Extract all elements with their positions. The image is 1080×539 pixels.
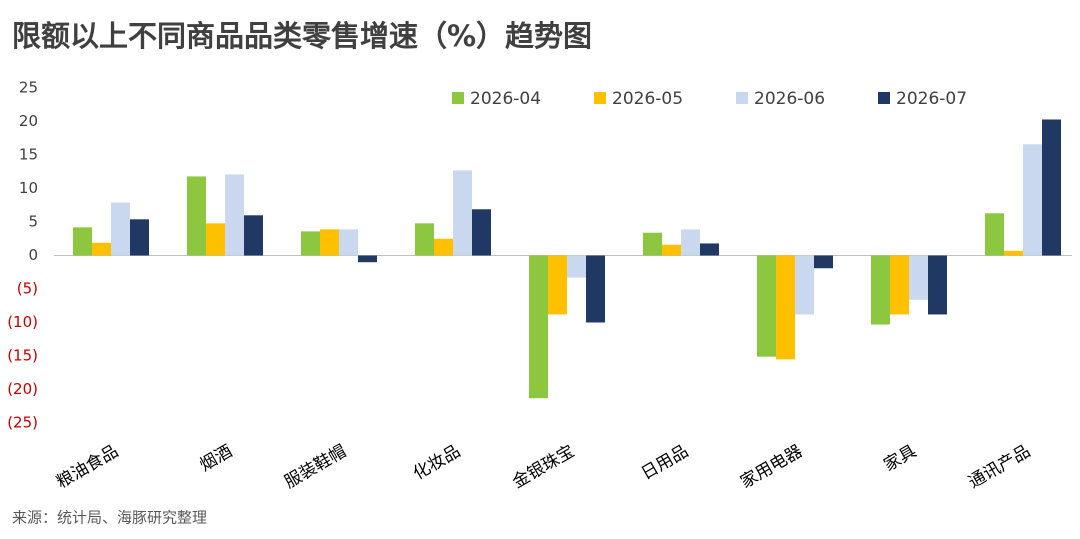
y-tick-label: 15: [19, 146, 38, 164]
y-tick-label: 20: [19, 112, 38, 130]
bar: [434, 238, 453, 256]
bar: [225, 174, 244, 256]
legend-label: 2026-06: [754, 89, 825, 109]
source-note: 来源：统计局、海豚研究整理: [12, 509, 207, 527]
y-tick-label: (20): [7, 380, 38, 398]
bar: [928, 255, 947, 315]
bar: [187, 176, 206, 256]
bar: [662, 244, 681, 256]
bar: [92, 242, 111, 256]
bar: [1004, 250, 1023, 256]
y-tick-label: 25: [19, 79, 38, 97]
bar: [681, 229, 700, 256]
y-tick-label: (25): [7, 414, 38, 432]
y-tick-label: (10): [7, 313, 38, 331]
bar: [206, 223, 225, 256]
bar: [795, 255, 814, 315]
y-tick-label: (15): [7, 347, 38, 365]
bar: [358, 255, 377, 263]
bar: [529, 255, 548, 399]
legend-label: 2026-05: [612, 89, 683, 109]
bar: [244, 215, 263, 256]
bar: [1023, 144, 1042, 256]
bar: [890, 255, 909, 315]
bar: [909, 255, 928, 300]
bar: [586, 255, 605, 323]
bar: [339, 229, 358, 256]
y-tick-label: 5: [28, 213, 38, 231]
bar: [776, 255, 795, 360]
bar: [567, 255, 586, 278]
bar: [814, 255, 833, 269]
chart-title: 限额以上不同商品品类零售增速（%）趋势图: [12, 19, 592, 53]
y-tick-label: (5): [17, 280, 38, 298]
bar: [548, 255, 567, 315]
legend-label: 2026-04: [470, 89, 541, 109]
bar: [643, 232, 662, 256]
bar: [130, 219, 149, 256]
bar: [320, 229, 339, 256]
bar: [111, 202, 130, 256]
bar: [871, 255, 890, 325]
bar: [453, 170, 472, 256]
bar: [301, 231, 320, 256]
legend-swatch: [878, 92, 890, 104]
bar: [1042, 119, 1061, 256]
bar: [700, 243, 719, 256]
legend-label: 2026-07: [896, 89, 967, 109]
y-tick-label: 10: [19, 179, 38, 197]
bar: [73, 227, 92, 256]
bar: [472, 209, 491, 256]
legend-swatch: [594, 92, 606, 104]
bar: [757, 255, 776, 357]
legend-swatch: [736, 92, 748, 104]
legend-swatch: [452, 92, 464, 104]
bar: [985, 213, 1004, 256]
y-tick-label: 0: [28, 246, 38, 264]
bar: [415, 223, 434, 256]
